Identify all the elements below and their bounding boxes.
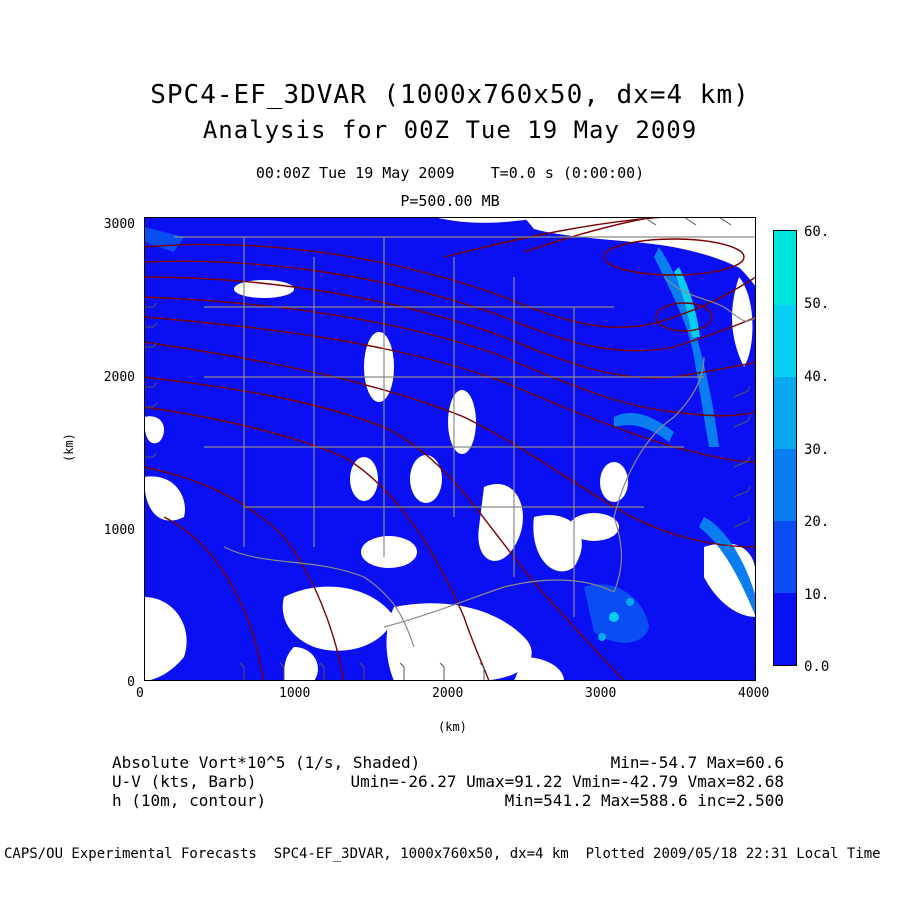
height-contours xyxy=(144,217,756,681)
y-tick-label: 1000 xyxy=(103,523,135,538)
plot-subtitle: Analysis for 00Z Tue 19 May 2009 xyxy=(202,116,698,144)
colorbar-bin xyxy=(774,231,796,305)
colorbar-bin xyxy=(774,449,796,521)
high-vorticity-areas xyxy=(144,227,756,643)
colorbar-bin xyxy=(774,521,796,593)
map-svg xyxy=(144,217,756,681)
vort-field-stats: Min=-54.7 Max=60.6 xyxy=(610,753,784,772)
height-field-name: h (10m, contour) xyxy=(112,791,267,810)
wind-field-stats: Umin=-26.27 Umax=91.22 Vmin=-42.79 Vmax=… xyxy=(350,772,784,791)
colorbar-label: 60. xyxy=(804,224,830,240)
colorbar-label: 30. xyxy=(804,442,830,458)
x-tick-label: 2000 xyxy=(432,686,464,701)
x-tick-label: 0 xyxy=(136,686,144,701)
valid-time-line: 00:00Z Tue 19 May 2009 T=0.0 s (0:00:00) xyxy=(0,166,900,181)
colorbar xyxy=(773,230,797,666)
colorbar-label: 0.0 xyxy=(804,659,830,675)
vorticity-map xyxy=(144,217,756,681)
x-tick-label: 3000 xyxy=(585,686,617,701)
colorbar-bin xyxy=(774,305,796,377)
x-tick-label: 1000 xyxy=(279,686,311,701)
wind-field-name: U-V (kts, Barb) xyxy=(112,772,257,791)
unshaded-areas xyxy=(144,217,756,681)
colorbar-label: 50. xyxy=(804,296,830,312)
pressure-level: P=500.00 MB xyxy=(400,192,500,210)
colorbar-bin xyxy=(774,377,796,449)
x-axis-unit: (km) xyxy=(438,720,467,734)
x-tick-label: 4000 xyxy=(738,686,770,701)
colorbar-bin xyxy=(774,593,796,665)
colorbar-label: 40. xyxy=(804,369,830,385)
plot-title: SPC4-EF_3DVAR (1000x760x50, dx=4 km) xyxy=(150,80,750,110)
wind-barbs xyxy=(144,217,751,681)
vort-field-name: Absolute Vort*10^5 (1/s, Shaded) xyxy=(112,753,421,772)
footer-credit: CAPS/OU Experimental Forecasts SPC4-EF_3… xyxy=(4,846,881,862)
y-axis-unit: (km) xyxy=(62,433,76,462)
colorbar-label: 10. xyxy=(804,587,830,603)
y-tick-label: 3000 xyxy=(103,217,135,232)
y-tick-label: 2000 xyxy=(103,370,135,385)
y-tick-label: 0 xyxy=(127,675,135,690)
political-borders xyxy=(174,236,756,648)
colorbar-label: 20. xyxy=(804,514,830,530)
forecast-time: T=0.0 s (0:00:00) xyxy=(490,164,645,182)
height-field-stats: Min=541.2 Max=588.6 inc=2.500 xyxy=(504,791,784,810)
valid-time: 00:00Z Tue 19 May 2009 xyxy=(255,164,455,182)
